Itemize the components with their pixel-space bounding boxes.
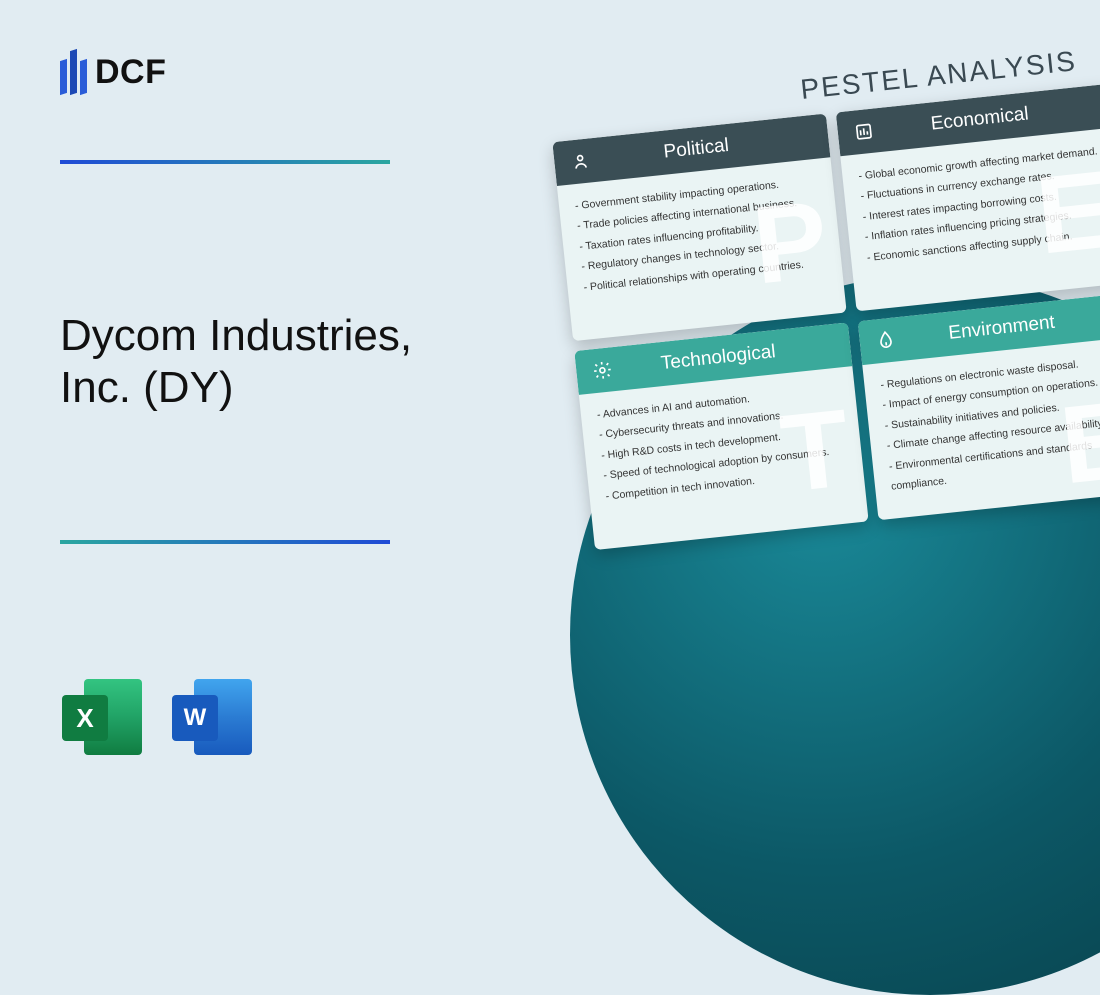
card-icon [567, 148, 593, 174]
pestel-card: PoliticalGovernment stability impacting … [552, 114, 846, 342]
card-icon [873, 327, 899, 353]
card-body: Global economic growth affecting market … [840, 127, 1100, 285]
divider-top [60, 160, 390, 164]
excel-icon: X [60, 673, 148, 761]
logo: DCF [60, 50, 166, 94]
pestel-panel: PESTEL ANALYSIS PoliticalGovernment stab… [548, 42, 1100, 550]
card-icon [851, 118, 877, 144]
file-icons: X W [60, 673, 258, 761]
logo-bars-icon [60, 50, 87, 94]
logo-text: DCF [95, 53, 166, 92]
card-body: Government stability impacting operation… [557, 157, 844, 315]
pestel-card: EconomicalGlobal economic growth affecti… [836, 84, 1100, 312]
word-icon: W [170, 673, 258, 761]
pestel-card: EnvironmentRegulations on electronic was… [858, 293, 1100, 521]
page-title: Dycom Industries, Inc. (DY) [60, 310, 490, 414]
card-body: Regulations on electronic waste disposal… [862, 336, 1100, 515]
card-icon [589, 357, 615, 383]
pestel-card: TechnologicalAdvances in AI and automati… [574, 322, 868, 550]
divider-bottom [60, 540, 390, 544]
card-body: Advances in AI and automation.Cybersecur… [579, 366, 866, 524]
